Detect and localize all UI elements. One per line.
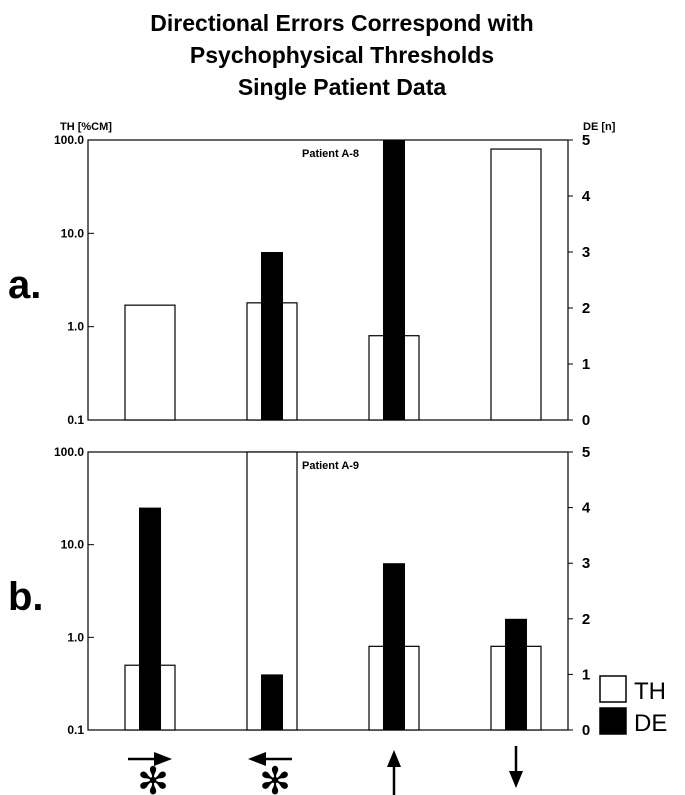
right-tick-label: 1 — [582, 666, 590, 683]
plot-frame — [87, 451, 569, 731]
legend-label-de: DE — [634, 710, 667, 737]
de-bar-up — [383, 563, 405, 730]
left-tick-label: 1.0 — [67, 630, 84, 644]
left-tick-label: 10.0 — [61, 226, 85, 240]
left-axis-label: TH [%CM] — [60, 121, 112, 133]
right-tick-label: 0 — [582, 412, 590, 429]
legend-swatch-de — [599, 707, 627, 735]
right-tick-label: 5 — [582, 444, 590, 461]
right-tick-label: 4 — [582, 188, 591, 205]
patient-annotation: Patient A-8 — [302, 148, 359, 160]
panel-b: 100.0 10.0 1.0 0.1 5 4 3 2 1 0 b. Patient A-9 — [8, 444, 591, 739]
patient-annotation: Patient A-9 — [302, 460, 359, 472]
title-line-1: Directional Errors Correspond with — [150, 10, 533, 36]
arrow-down-icon — [509, 746, 523, 788]
asterisk-icon: ✻ — [259, 759, 291, 795]
right-tick-label: 1 — [582, 356, 590, 373]
right-tick-label: 0 — [582, 722, 590, 739]
de-bar-up — [383, 140, 405, 420]
right-axis-label: DE [n] — [583, 121, 616, 133]
right-tick-label: 2 — [582, 300, 590, 317]
legend-label-th: TH — [634, 678, 666, 705]
left-tick-label: 100.0 — [54, 445, 84, 459]
asterisk-icon: ✻ — [137, 759, 169, 795]
th-bar-right — [124, 304, 176, 421]
legend: TH DE — [599, 675, 667, 737]
title-line-3: Single Patient Data — [238, 74, 447, 100]
de-bar-left — [261, 252, 283, 420]
left-tick-label: 100.0 — [54, 133, 84, 147]
title-line-2: Psychophysical Thresholds — [190, 42, 494, 68]
panel-letter: b. — [8, 575, 44, 619]
right-tick-label: 3 — [582, 555, 590, 572]
panel-letter: a. — [8, 263, 41, 307]
left-tick-label: 0.1 — [67, 723, 84, 737]
legend-swatch-th — [599, 675, 627, 703]
de-bar-left — [261, 674, 283, 730]
th-bar-down — [490, 148, 542, 421]
right-tick-label: 5 — [582, 132, 590, 149]
left-tick-label: 10.0 — [61, 538, 85, 552]
right-tick-label: 4 — [582, 500, 591, 517]
direction-icons: ✻ ✻ — [128, 746, 523, 795]
panel-a: 100.0 10.0 1.0 0.1 5 4 3 2 1 0 a. Patient A-8 — [8, 132, 591, 429]
de-bar-down — [505, 618, 527, 730]
plot-frame — [87, 139, 569, 421]
arrow-up-icon — [387, 750, 401, 795]
right-tick-label: 2 — [582, 611, 590, 628]
right-tick-label: 3 — [582, 244, 590, 261]
de-bar-right — [139, 507, 161, 730]
left-tick-label: 1.0 — [67, 320, 84, 334]
arrow-right-icon — [128, 752, 172, 766]
left-tick-label: 0.1 — [67, 413, 84, 427]
arrow-left-icon — [248, 752, 292, 766]
